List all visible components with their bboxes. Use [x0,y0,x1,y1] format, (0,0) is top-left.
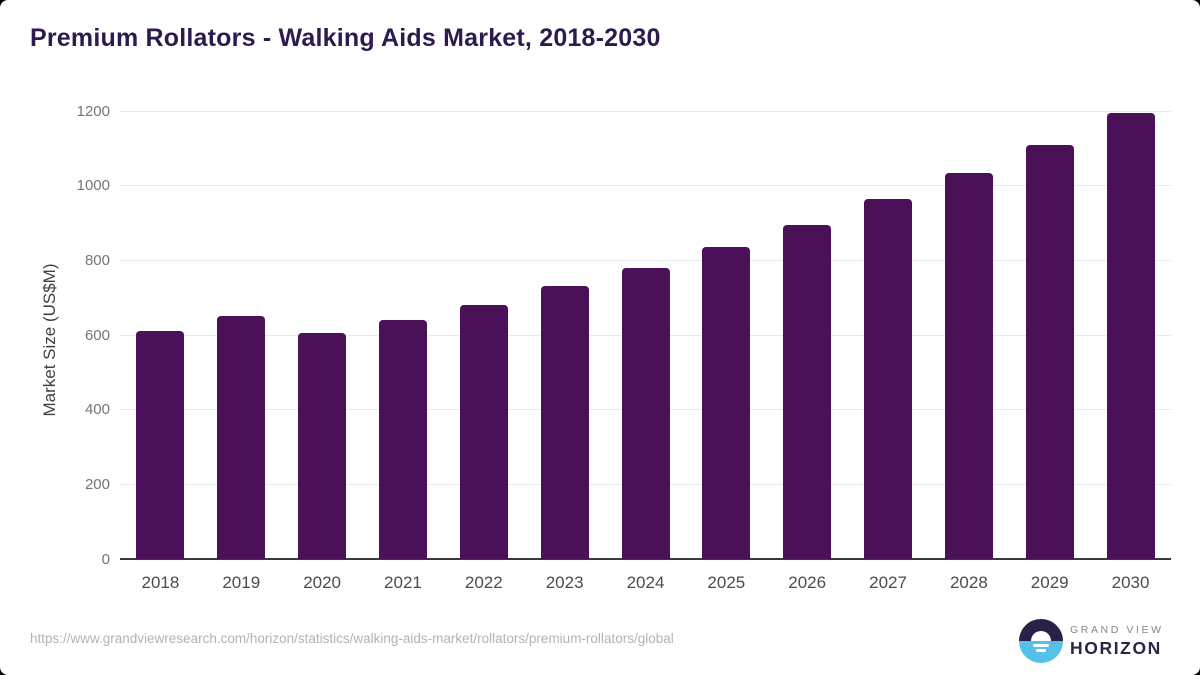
x-tick-label-2029: 2029 [1030,573,1069,592]
reflection-bar [1036,649,1046,652]
x-tick-label-2025: 2025 [707,573,746,592]
bar-2023[interactable] [540,286,589,559]
bar-2029[interactable] [1025,144,1074,559]
y-tick-label-400: 400 [84,401,110,419]
bar-2021[interactable] [378,320,427,559]
x-tick-label-2026: 2026 [788,573,827,592]
bar-2022[interactable] [459,305,508,559]
x-tick-label-2020: 2020 [303,573,342,592]
bar-2024[interactable] [621,267,670,559]
y-tick-label-0: 0 [101,550,110,568]
gridline-1000 [120,185,1171,187]
bar-2028[interactable] [944,172,993,559]
bar-2018[interactable] [136,331,185,559]
source-url: https://www.grandviewresearch.com/horizo… [30,631,674,646]
x-tick-label-2024: 2024 [626,573,665,592]
x-tick-label-2019: 2019 [222,573,261,592]
y-tick-label-800: 800 [84,251,110,269]
bar-2020[interactable] [298,333,347,559]
gridline-1200 [120,110,1171,112]
bar-2019[interactable] [217,316,266,559]
sun-dome-shape [1031,631,1051,641]
horizon-sun-icon [1019,619,1063,663]
logo-product-name: HORIZON [1070,637,1162,658]
x-tick-label-2023: 2023 [545,573,584,592]
x-tick-label-2028: 2028 [949,573,988,592]
gridline-800 [120,259,1171,261]
chart-title: Premium Rollators - Walking Aids Market,… [30,24,661,52]
x-axis-line [120,558,1171,560]
x-tick-label-2030: 2030 [1111,573,1150,592]
logo-text: GRAND VIEW HORIZON [1070,624,1164,659]
reflection-bar [1033,644,1049,647]
logo-brand-name: GRAND VIEW [1070,623,1164,636]
x-tick-label-2021: 2021 [384,573,422,592]
x-tick-label-2018: 2018 [141,573,180,592]
bar-2030[interactable] [1106,112,1155,559]
x-tick-label-2027: 2027 [869,573,907,592]
y-tick-label-1000: 1000 [76,177,110,195]
bar-2025[interactable] [702,247,751,559]
y-tick-label-200: 200 [84,475,110,493]
x-tick-label-2022: 2022 [464,573,503,592]
y-tick-label-1200: 1200 [76,102,110,120]
bar-2027[interactable] [864,198,913,559]
y-tick-label-600: 600 [84,326,110,344]
bar-2026[interactable] [783,224,832,559]
grand-view-horizon-logo[interactable]: GRAND VIEW HORIZON [1019,619,1164,663]
